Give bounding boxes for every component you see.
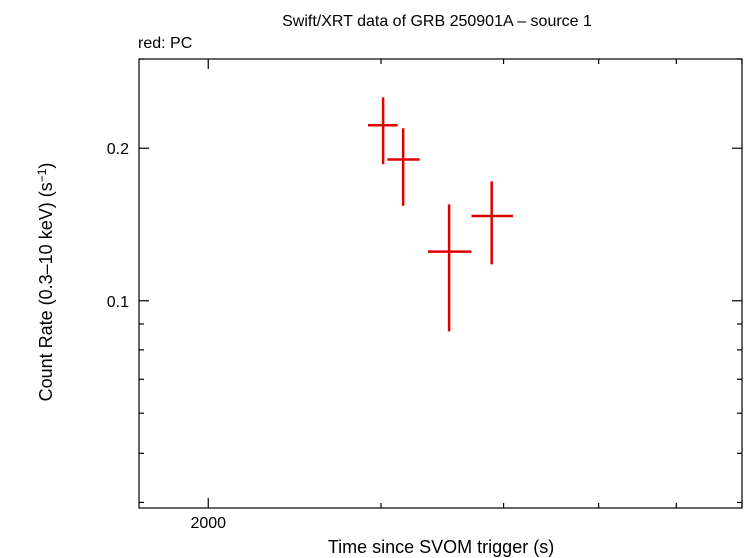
y-axis-label-main: Count Rate (0.3–10 keV) (s <box>36 182 56 401</box>
x-axis-label: Time since SVOM trigger (s) <box>328 537 554 557</box>
data-point <box>428 204 472 332</box>
data-points <box>368 97 514 332</box>
data-point <box>368 97 398 165</box>
data-point <box>471 181 514 265</box>
chart-title: Swift/XRT data of GRB 250901A – source 1 <box>282 13 592 30</box>
y-tick-label: 0.2 <box>107 141 129 158</box>
x-tick-label: 2000 <box>190 515 226 532</box>
y-axis-label: Count Rate (0.3–10 keV) (s−1) <box>35 163 56 402</box>
axis-ticks <box>139 58 743 508</box>
plot-frame <box>138 58 743 509</box>
y-axis-label-superscript: −1 <box>35 168 49 182</box>
y-axis-label-close: ) <box>36 163 56 169</box>
chart-subtitle: red: PC <box>138 35 192 52</box>
data-point <box>387 128 420 206</box>
axis-tick-labels: 2000 0.1 0.2 <box>107 141 226 532</box>
y-tick-label: 0.1 <box>107 294 129 311</box>
